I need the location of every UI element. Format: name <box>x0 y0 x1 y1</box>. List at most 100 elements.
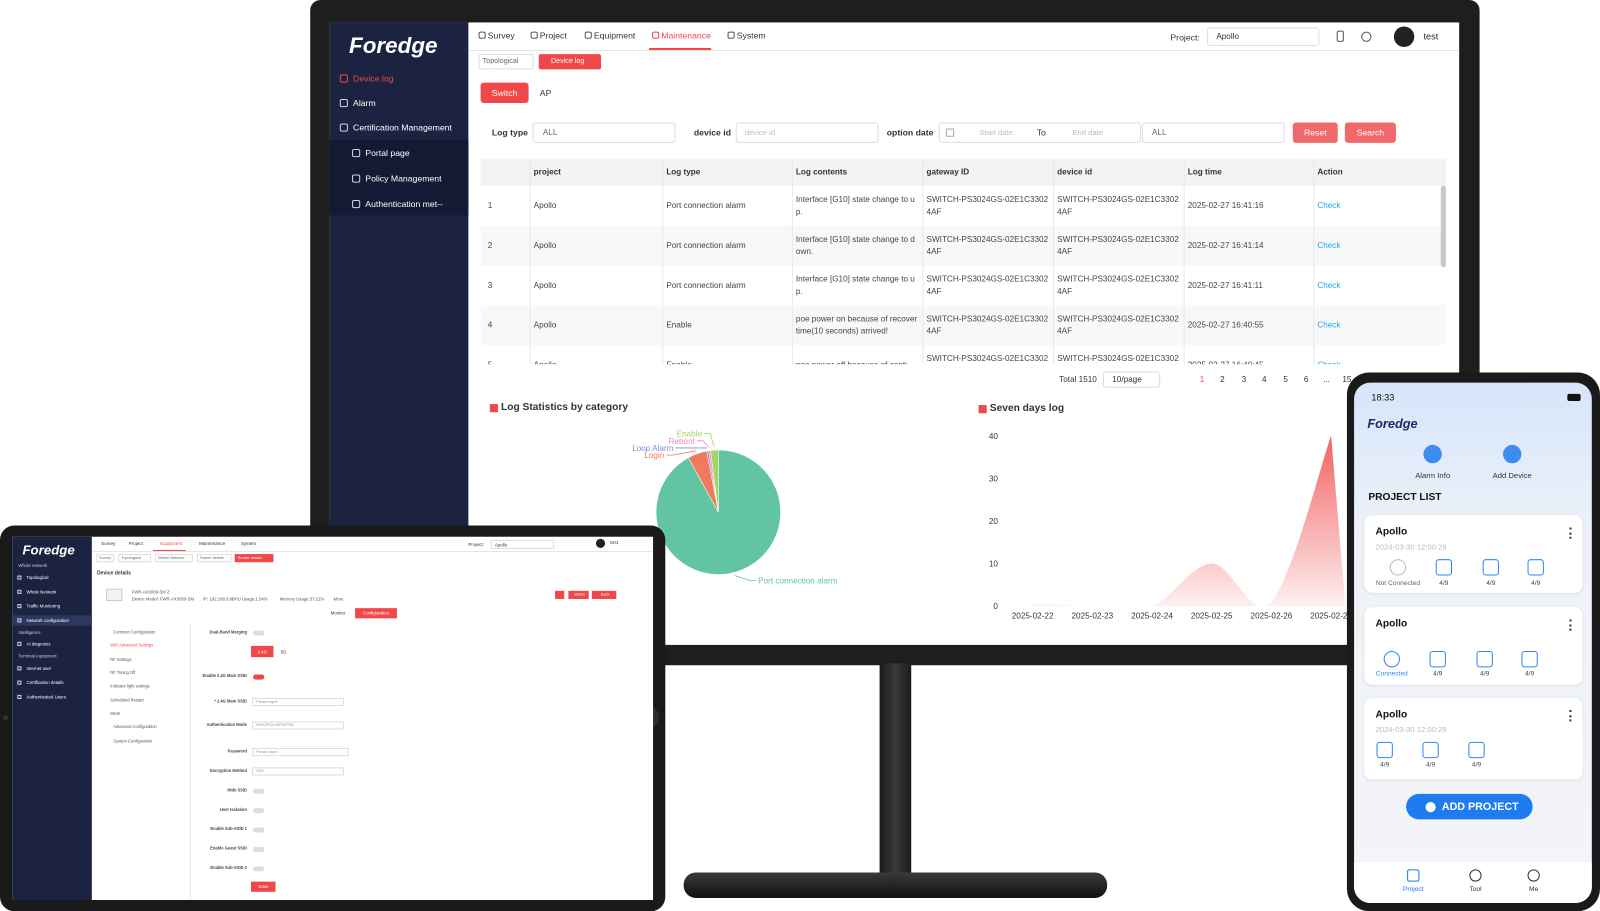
page-number[interactable]: 15 <box>1342 374 1352 384</box>
tab-label[interactable]: Tool <box>1469 885 1482 893</box>
mode-tab[interactable]: Monitor <box>330 610 346 616</box>
refresh-button[interactable] <box>555 590 565 599</box>
action-label[interactable]: Add Device <box>1492 470 1532 481</box>
nav-item[interactable]: Survey <box>101 541 116 547</box>
config-menu-item[interactable]: Indicator light settings <box>110 683 150 689</box>
sidebar-item[interactable]: Internet user <box>26 665 52 671</box>
table-body: 1 Apollo Port connection alarm Interface [G… <box>480 185 1446 365</box>
nav-item[interactable]: Project <box>539 30 567 41</box>
sidebar-item[interactable]: Whole Network <box>26 589 57 595</box>
input[interactable] <box>252 721 344 730</box>
input[interactable] <box>735 122 879 143</box>
ap-tab[interactable]: AP <box>539 87 552 98</box>
config-menu-item[interactable]: RF Settings <box>110 656 132 662</box>
sidebar-item[interactable]: Certification details <box>26 680 64 686</box>
toggle[interactable] <box>253 630 265 636</box>
sidebar-item[interactable]: Portal page <box>365 147 410 159</box>
sidebar-item[interactable]: Authenticated Users <box>26 694 67 700</box>
action-icon[interactable] <box>1423 444 1442 464</box>
nav-item[interactable]: Survey <box>487 30 515 41</box>
table-cell[interactable]: Check <box>1317 319 1341 330</box>
input[interactable] <box>252 767 344 776</box>
page-number[interactable]: 5 <box>1283 374 1288 384</box>
input[interactable] <box>938 122 1141 143</box>
toggle[interactable] <box>253 807 265 813</box>
page-number[interactable]: 2 <box>1220 374 1225 384</box>
config-menu-item[interactable]: Scheduled Restart <box>110 697 144 703</box>
project-select[interactable] <box>1207 27 1320 46</box>
toggle[interactable] <box>253 846 265 852</box>
input[interactable] <box>1141 122 1285 143</box>
user-name[interactable]: test <box>610 540 619 547</box>
nav-item[interactable]: Maintenance <box>661 30 711 41</box>
page-number[interactable]: ... <box>1323 374 1330 384</box>
tab-label[interactable]: Project <box>1402 885 1424 893</box>
project-card[interactable] <box>1364 607 1583 685</box>
sidebar-item[interactable]: Authentication met-- <box>365 198 443 210</box>
config-menu-item[interactable]: RF Timing Off <box>110 669 136 676</box>
back-button[interactable] <box>591 590 617 599</box>
page-number[interactable]: 6 <box>1303 374 1309 384</box>
page-number[interactable]: 3 <box>1241 374 1247 384</box>
table-cell[interactable]: Check <box>1317 200 1341 210</box>
tab[interactable] <box>95 554 115 563</box>
page-size-select[interactable] <box>1103 371 1161 388</box>
sidebar-item[interactable]: Device log <box>353 73 394 84</box>
tab-icon[interactable] <box>1469 869 1482 882</box>
table-cell[interactable]: Check <box>1317 280 1341 290</box>
config-menu-item[interactable]: Mesh <box>110 710 121 716</box>
tab-icon[interactable] <box>1407 869 1420 882</box>
config-menu-item[interactable]: System Configuration <box>113 738 153 744</box>
tab-label[interactable]: Me <box>1529 885 1539 893</box>
search-button[interactable] <box>1344 122 1396 143</box>
project-card[interactable] <box>1364 515 1583 593</box>
input[interactable] <box>252 697 344 707</box>
tab[interactable] <box>155 554 193 563</box>
sidebar-item[interactable]: Alarm <box>353 97 376 109</box>
input[interactable] <box>532 122 676 143</box>
sidebar-item[interactable]: Certification Management <box>353 122 452 133</box>
nav-item[interactable]: Equipment <box>160 541 183 547</box>
tab-icon[interactable] <box>1527 869 1540 882</box>
nav-item[interactable]: System <box>240 541 257 547</box>
project-select[interactable] <box>490 539 555 549</box>
config-menu-item[interactable]: Advanced Configuration <box>113 724 157 730</box>
config-menu-item[interactable]: WiFi Advanced Settings <box>110 642 154 648</box>
switch-button[interactable] <box>568 590 589 599</box>
user-name[interactable]: test <box>1423 31 1439 42</box>
mode-tab-active[interactable] <box>355 608 397 619</box>
table-cell[interactable]: Check <box>1317 359 1341 365</box>
switch-button[interactable] <box>480 82 529 104</box>
page-number[interactable]: 4 <box>1262 374 1267 384</box>
toggle[interactable] <box>253 865 265 871</box>
nav-item[interactable]: Equipment <box>593 30 636 41</box>
config-menu-item[interactable]: Common Configuration <box>113 629 156 635</box>
band-label[interactable]: 5G <box>280 649 287 655</box>
table-cell[interactable]: Check <box>1317 240 1341 250</box>
toggle[interactable] <box>253 827 265 833</box>
nav-item[interactable]: Project <box>128 541 143 547</box>
tab[interactable] <box>196 554 232 563</box>
reset-button[interactable] <box>1292 122 1338 143</box>
action-icon[interactable] <box>1503 444 1522 464</box>
nav-item[interactable]: System <box>736 30 766 41</box>
toggle[interactable] <box>253 673 265 680</box>
project-card[interactable] <box>1364 697 1583 780</box>
nav-item[interactable]: Maintenance <box>198 541 226 547</box>
band-active[interactable] <box>251 645 274 658</box>
tab[interactable] <box>118 554 152 563</box>
sidebar-item[interactable]: Network configuration <box>26 617 69 623</box>
device-info[interactable]: More <box>333 596 344 602</box>
tab[interactable] <box>234 554 274 563</box>
input[interactable] <box>252 747 349 757</box>
page-number[interactable]: 1 <box>1199 374 1205 384</box>
save-button[interactable] <box>251 881 276 892</box>
tab[interactable] <box>478 54 534 70</box>
sidebar-item[interactable]: Policy Management <box>365 173 442 184</box>
sidebar-item[interactable]: Topological <box>26 574 49 581</box>
action-label[interactable]: Alarm Info <box>1415 470 1451 481</box>
sidebar-item[interactable]: Traffic Monitoring <box>26 603 61 609</box>
tab-active[interactable] <box>538 54 602 70</box>
sidebar-item[interactable]: AI diagnosis <box>26 641 51 647</box>
toggle[interactable] <box>253 788 265 794</box>
